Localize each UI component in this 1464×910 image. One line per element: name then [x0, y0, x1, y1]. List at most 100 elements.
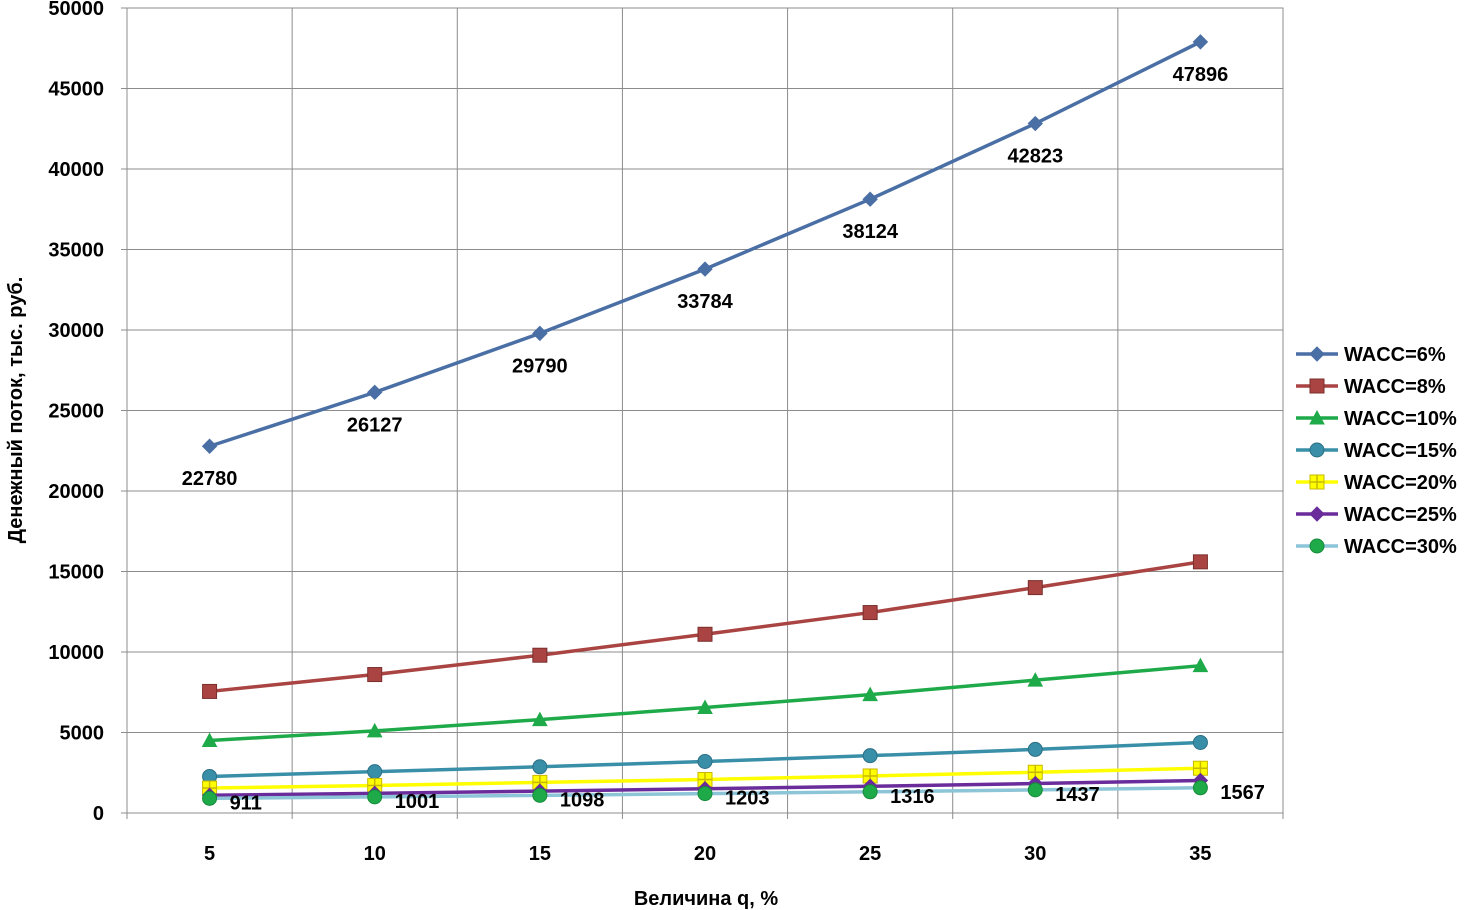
y-tick-label: 0: [93, 803, 104, 825]
data-label: 911: [230, 792, 262, 814]
marker-diamond: [862, 191, 878, 207]
data-label: 1098: [560, 789, 605, 811]
x-tick-label: 10: [364, 843, 386, 865]
marker-diamond: [697, 261, 713, 277]
data-label: 38124: [842, 221, 898, 243]
data-label: 1567: [1220, 782, 1265, 804]
series-WACC=15%: [202, 734, 1208, 784]
y-tick-label: 40000: [48, 159, 104, 181]
y-tick-label: 20000: [48, 481, 104, 503]
marker-triangle: [532, 711, 548, 727]
marker-circle: [1309, 442, 1325, 458]
marker-circle: [1192, 780, 1208, 796]
marker-circle: [862, 748, 878, 764]
data-label: 42823: [1007, 146, 1063, 168]
y-tick-label: 35000: [48, 240, 104, 262]
marker-circle: [532, 759, 548, 775]
marker-square: [862, 605, 878, 621]
y-axis-title: Денежный поток, тыс. руб.: [5, 277, 27, 544]
marker-triangle: [862, 686, 878, 702]
legend-label: WACC=15%: [1344, 440, 1457, 462]
marker-circle: [367, 789, 383, 805]
marker-square: [1027, 580, 1043, 596]
marker-square: [1309, 378, 1325, 394]
legend-item: WACC=30%: [1296, 536, 1457, 558]
marker-plus-square: [1309, 474, 1325, 490]
series-line: [209, 40, 1202, 448]
series-WACC=10%: [201, 657, 1209, 748]
marker-diamond: [201, 438, 218, 454]
x-tick-label: 15: [529, 843, 551, 865]
y-tick-label: 30000: [48, 320, 104, 342]
series-WACC=30%: [202, 780, 1208, 806]
marker-circle: [697, 786, 713, 802]
marker-triangle: [697, 699, 713, 715]
marker-diamond: [1192, 34, 1209, 50]
marker-square: [1192, 554, 1208, 570]
y-tick-label: 15000: [48, 562, 104, 584]
marker-square: [697, 626, 713, 642]
x-axis-title: Величина q, %: [634, 888, 779, 910]
data-labels: 22780 26127 29790 33784 38124 42823 47896 911 10…: [182, 64, 1265, 814]
x-tick-label: 20: [694, 843, 716, 865]
legend-item: WACC=20%: [1296, 472, 1457, 494]
x-axis: 5 10 15 20 25 30 35: [126, 813, 1284, 865]
marker-diamond: [367, 384, 383, 401]
marker-triangle: [1192, 657, 1209, 673]
x-tick-label: 35: [1189, 843, 1211, 865]
y-tick-label: 10000: [48, 642, 104, 664]
series-line: [209, 560, 1201, 694]
legend-label: WACC=25%: [1344, 504, 1457, 526]
marker-triangle: [366, 722, 383, 738]
y-tick-label: 50000: [48, 0, 104, 20]
y-tick-label: 25000: [48, 401, 104, 423]
marker-circle: [202, 790, 218, 806]
data-label: 1316: [890, 786, 935, 808]
marker-circle: [532, 787, 548, 803]
data-label: 1203: [725, 788, 770, 810]
y-axis: 0 5000 10000 15000 20000 25000 30000 35000 40000…: [48, 0, 127, 825]
series-WACC=6%: [201, 34, 1209, 454]
legend-label: WACC=10%: [1344, 408, 1457, 430]
legend-item: WACC=15%: [1296, 440, 1457, 462]
marker-triangle: [1309, 409, 1325, 425]
grid: [126, 7, 1284, 814]
marker-circle: [1027, 741, 1043, 757]
marker-diamond: [532, 325, 548, 342]
data-label: 47896: [1173, 64, 1229, 86]
marker-square: [367, 667, 383, 683]
x-tick-label: 30: [1024, 843, 1046, 865]
marker-circle: [1027, 782, 1043, 798]
marker-plus-square: [697, 772, 713, 788]
marker-plus-square: [1027, 764, 1043, 780]
legend-label: WACC=20%: [1344, 472, 1457, 494]
x-tick-label: 25: [859, 843, 881, 865]
marker-circle: [697, 753, 713, 769]
marker-triangle: [201, 732, 218, 748]
marker-circle: [862, 784, 878, 800]
legend-item: WACC=10%: [1296, 408, 1457, 430]
y-tick-label: 5000: [60, 723, 105, 745]
data-label: 29790: [512, 355, 568, 377]
legend-item: WACC=8%: [1296, 376, 1446, 398]
series-WACC=8%: [202, 554, 1208, 699]
legend-item: WACC=6%: [1296, 344, 1446, 366]
marker-diamond: [1309, 506, 1325, 522]
series-layer: [201, 34, 1209, 806]
data-label: 26127: [347, 414, 403, 436]
data-label: 22780: [182, 468, 238, 490]
marker-diamond: [1027, 115, 1043, 132]
marker-plus-square: [1192, 760, 1208, 776]
marker-triangle: [1027, 672, 1044, 687]
marker-square: [532, 647, 548, 663]
data-label: 1001: [395, 791, 440, 813]
legend-label: WACC=6%: [1344, 344, 1446, 366]
legend-item: WACC=25%: [1296, 504, 1457, 526]
data-label: 1437: [1055, 784, 1100, 806]
data-label: 33784: [677, 291, 733, 313]
legend: WACC=6% WACC=8% WACC=10% WACC=15% WACC=20% WA…: [1296, 344, 1457, 558]
y-tick-label: 45000: [48, 79, 104, 101]
marker-diamond: [1309, 346, 1325, 362]
legend-label: WACC=30%: [1344, 536, 1457, 558]
